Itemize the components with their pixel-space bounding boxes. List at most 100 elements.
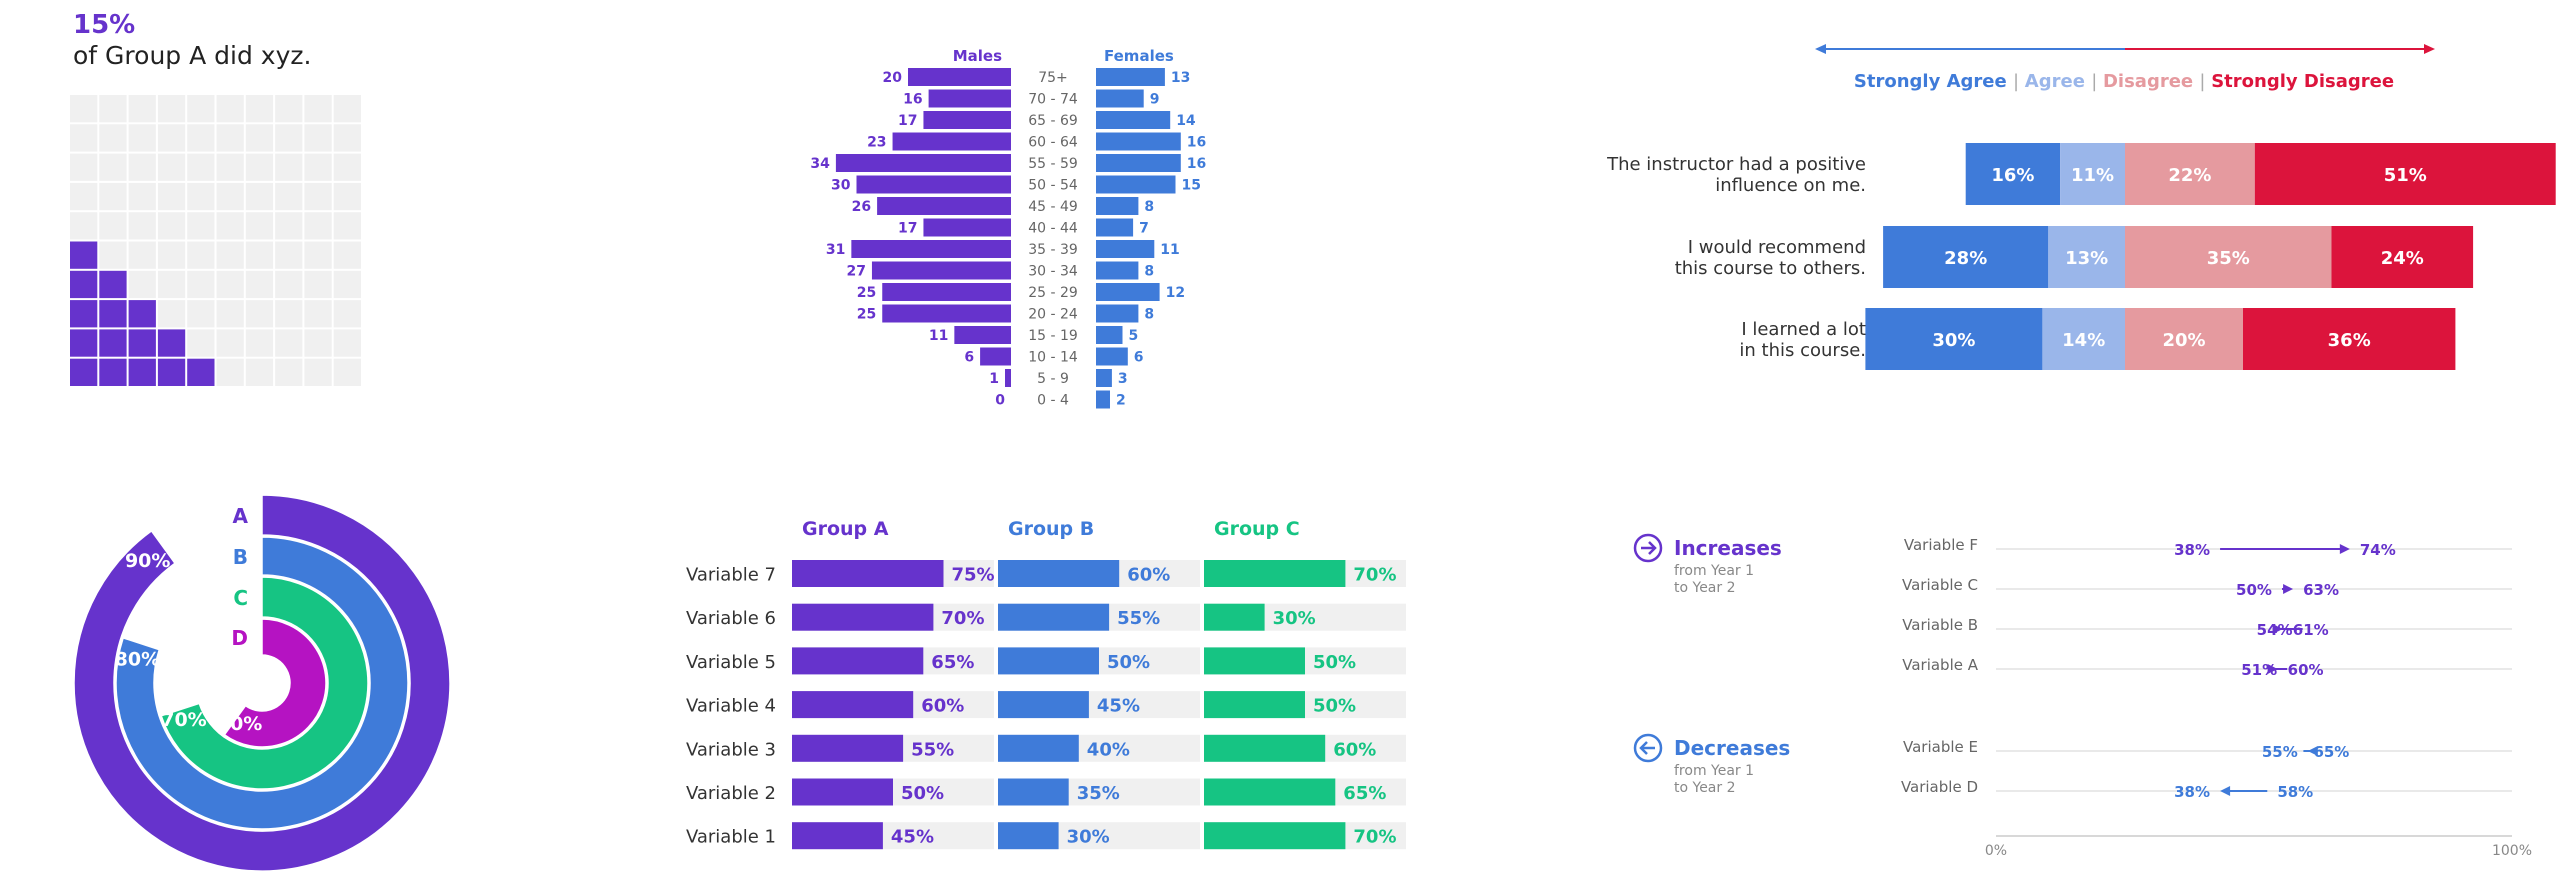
grouped-value-label: 50% bbox=[1313, 652, 1356, 673]
pyramid-bar-male bbox=[1005, 369, 1011, 387]
grouped-variable-label: Variable 5 bbox=[686, 652, 776, 673]
likert-bar-segment bbox=[1883, 226, 2049, 288]
waffle-cell-empty bbox=[216, 212, 244, 240]
arrow-from-label: 50% bbox=[2236, 581, 2272, 599]
waffle-cell-empty bbox=[245, 182, 274, 211]
pyramid-age-label: 60 - 64 bbox=[1028, 135, 1078, 151]
arrow-from-label: 51% bbox=[2241, 661, 2277, 679]
radial-category-label: C bbox=[233, 586, 248, 610]
waffle-cell-empty bbox=[275, 270, 303, 299]
arrow-head bbox=[2220, 786, 2231, 796]
waffle-cell-empty bbox=[245, 270, 274, 299]
grouped-bar bbox=[792, 603, 934, 631]
waffle-cell-empty bbox=[128, 270, 156, 299]
decreases-icon bbox=[1633, 733, 1663, 763]
waffle-cell-empty bbox=[187, 212, 215, 240]
waffle-cell-empty bbox=[128, 124, 156, 152]
waffle-cell-empty bbox=[216, 358, 244, 386]
waffle-cell-empty bbox=[216, 329, 244, 357]
arrow-to-label: 63% bbox=[2303, 581, 2339, 599]
grouped-variable-label: Variable 2 bbox=[686, 783, 776, 804]
grouped-group-header: Group C bbox=[1214, 518, 1300, 540]
waffle-panel: 15% of Group A did xyz. bbox=[70, 10, 361, 386]
pyramid-bar-male bbox=[835, 154, 1011, 172]
waffle-cell-empty bbox=[99, 124, 127, 152]
grouped-bar bbox=[998, 647, 1099, 675]
arrow-to-label: 60% bbox=[2288, 661, 2324, 679]
pyramid-bar-male bbox=[908, 68, 1011, 86]
pyramid-value-male: 26 bbox=[852, 199, 871, 215]
likert-bar-segment bbox=[2048, 226, 2125, 288]
grouped-bar bbox=[792, 734, 904, 762]
pyramid-value-female: 5 bbox=[1129, 328, 1139, 344]
waffle-cell-empty bbox=[187, 124, 215, 152]
pyramid-bar-male bbox=[980, 347, 1011, 366]
pyramid-bar-male bbox=[954, 326, 1011, 344]
waffle-cell-empty bbox=[187, 182, 215, 211]
waffle-cell-empty bbox=[333, 153, 361, 181]
waffle-cell-empty bbox=[128, 212, 156, 240]
grouped-value-label: 70% bbox=[1353, 827, 1396, 848]
pyramid-value-female: 8 bbox=[1144, 199, 1154, 215]
grouped-bar bbox=[998, 603, 1110, 631]
likert-legend: Strongly Agree | Agree | Disagree | Stro… bbox=[1854, 71, 2394, 92]
arrow-from-label: 58% bbox=[2277, 783, 2313, 801]
pyramid-value-male: 6 bbox=[964, 350, 974, 366]
arrows-chart: Variable F 38% 74% Variable C 50% 63% Variable… bbox=[1901, 536, 2512, 801]
pyramid-value-female: 13 bbox=[1171, 70, 1190, 86]
waffle-cell-empty bbox=[245, 124, 274, 152]
waffle-cell-empty bbox=[245, 153, 274, 181]
pyramid-bar-female bbox=[1096, 68, 1165, 86]
grouped-bar bbox=[792, 647, 924, 675]
likert-legend-strongly-disagree: Strongly Disagree bbox=[2211, 71, 2394, 92]
waffle-cell-empty bbox=[216, 270, 244, 299]
likert-legend-agree: Agree bbox=[2025, 71, 2085, 92]
pyramid-bar-female bbox=[1096, 240, 1155, 258]
likert-segment-label: 11% bbox=[2071, 165, 2114, 186]
likert-segment-label: 30% bbox=[1932, 330, 1975, 351]
waffle-cell-filled bbox=[157, 358, 186, 386]
waffle-cell-empty bbox=[275, 124, 303, 152]
waffle-cell-filled bbox=[70, 241, 98, 269]
pyramid-bar-female bbox=[1096, 283, 1160, 301]
waffle-cell-filled bbox=[99, 358, 127, 386]
waffle-cell-filled bbox=[128, 358, 156, 386]
waffle-cell-empty bbox=[128, 153, 156, 181]
waffle-cell-empty bbox=[245, 241, 274, 269]
pyramid-bar-female bbox=[1096, 132, 1181, 151]
pyramid-value-female: 16 bbox=[1187, 156, 1206, 172]
arrows-axis-label-min: 0% bbox=[1985, 843, 2007, 859]
arrow-to-label: 55% bbox=[2262, 743, 2298, 761]
likert-segment-label: 28% bbox=[1944, 248, 1987, 269]
grouped-value-label: 40% bbox=[1087, 739, 1130, 760]
radial-value-label: 60% bbox=[217, 713, 262, 735]
waffle-cell-empty bbox=[157, 241, 186, 269]
radial-value-label: 90% bbox=[125, 550, 170, 572]
pyramid-age-label: 50 - 54 bbox=[1028, 178, 1078, 194]
grouped-variable-label: Variable 6 bbox=[686, 608, 776, 629]
radial-category-label: B bbox=[233, 545, 248, 569]
likert-disagree-arrowhead bbox=[2424, 44, 2435, 54]
waffle-cell-empty bbox=[216, 124, 244, 152]
pyramid-value-female: 15 bbox=[1182, 178, 1201, 194]
waffle-cell-empty bbox=[187, 95, 215, 123]
waffle-cell-empty bbox=[275, 212, 303, 240]
radial-chart: A 90% B 80% C 70% D 60% bbox=[73, 494, 451, 872]
likert-question-label: in this course. bbox=[1739, 340, 1866, 361]
waffle-cell-empty bbox=[245, 300, 274, 328]
grouped-value-label: 45% bbox=[1097, 696, 1140, 717]
waffle-cell-filled bbox=[187, 358, 215, 386]
waffle-cell-empty bbox=[304, 95, 332, 123]
arrow-variable-label: Variable F bbox=[1904, 536, 1978, 554]
waffle-cell-empty bbox=[157, 300, 186, 328]
likert-segment-label: 14% bbox=[2062, 330, 2105, 351]
waffle-cell-empty bbox=[216, 182, 244, 211]
pyramid-bar-female bbox=[1096, 197, 1139, 215]
likert-chart: 16% 11% 22% 51% The instructor had a positiv… bbox=[1606, 143, 2556, 370]
pyramid-value-female: 2 bbox=[1116, 393, 1126, 409]
grouped-value-label: 70% bbox=[1353, 565, 1396, 586]
pyramid-value-male: 23 bbox=[867, 135, 886, 151]
grouped-value-label: 60% bbox=[921, 696, 964, 717]
grouped-bar bbox=[792, 691, 914, 719]
grouped-group-header: Group A bbox=[802, 518, 889, 540]
